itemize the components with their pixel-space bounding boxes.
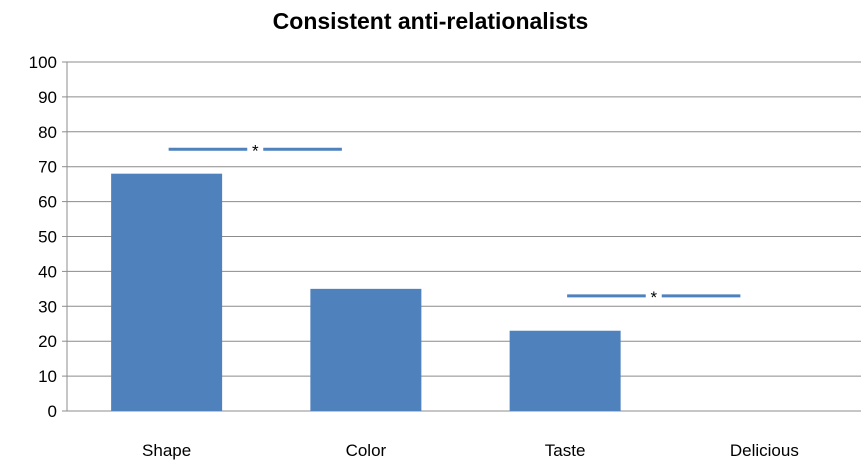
y-tick-label: 0 — [48, 402, 57, 421]
x-tick-label: Delicious — [730, 441, 799, 460]
y-tick-label: 70 — [38, 158, 57, 177]
y-tick-label: 60 — [38, 193, 57, 212]
y-tick-label: 10 — [38, 367, 57, 386]
significance-star: * — [650, 288, 657, 307]
significance-markers: ** — [168, 141, 741, 307]
y-tick-label: 20 — [38, 332, 57, 351]
x-tick-label: Color — [346, 441, 387, 460]
y-tick-label: 30 — [38, 297, 57, 316]
y-tick-label: 90 — [38, 88, 57, 107]
y-tick-label: 40 — [38, 262, 57, 281]
x-axis-labels: Shape Color Taste Delicious — [142, 441, 799, 460]
x-tick-label: Shape — [142, 441, 191, 460]
x-tick-label: Taste — [545, 441, 586, 460]
bar-color — [310, 288, 422, 411]
significance-star: * — [252, 141, 259, 160]
bar-taste — [509, 330, 621, 411]
y-tick-label: 100 — [29, 53, 57, 72]
y-tick-label: 80 — [38, 123, 57, 142]
y-tick-label: 50 — [38, 228, 57, 247]
bars — [111, 173, 621, 411]
bar-shape — [111, 173, 223, 411]
y-axis-ticks: 0 10 20 30 40 50 60 70 80 90 100 — [29, 53, 57, 421]
chart-title: Consistent anti-relationalists — [272, 8, 589, 34]
